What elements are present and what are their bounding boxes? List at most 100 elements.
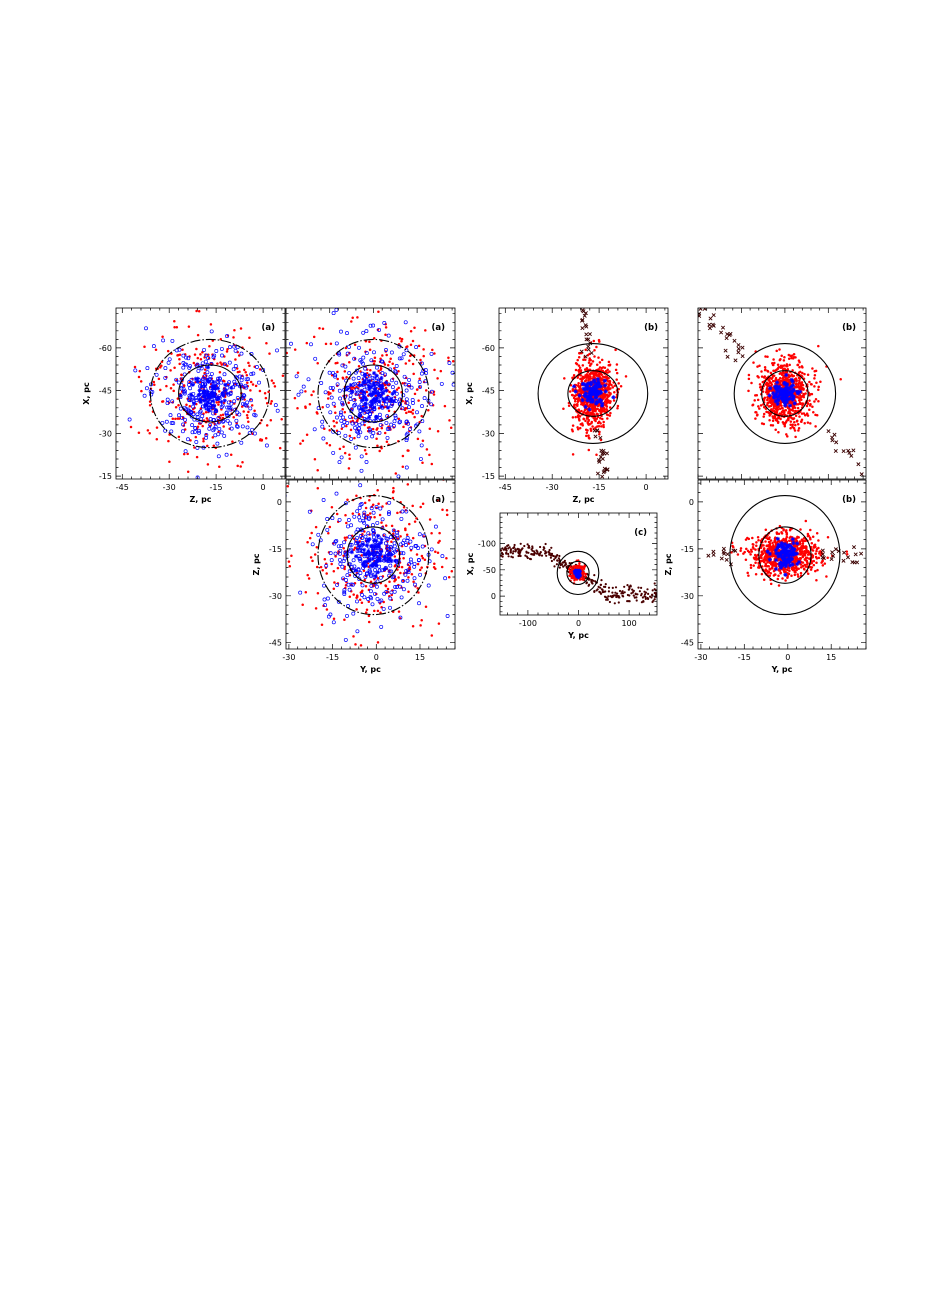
member-point bbox=[791, 409, 795, 412]
star-point bbox=[371, 405, 377, 410]
star-point bbox=[370, 556, 375, 561]
stream-point bbox=[527, 544, 531, 548]
open-circle-point bbox=[342, 540, 347, 545]
member-point bbox=[789, 354, 792, 358]
member-point bbox=[765, 403, 769, 407]
member-point bbox=[805, 404, 809, 408]
member-point bbox=[312, 390, 315, 393]
open-circle-point bbox=[324, 563, 329, 568]
cross-point bbox=[698, 308, 703, 311]
open-circle-point bbox=[222, 372, 227, 377]
stream-point bbox=[491, 553, 493, 555]
y-tick-label: -30 bbox=[269, 592, 282, 601]
open-circle-point bbox=[346, 524, 350, 529]
member-point bbox=[562, 407, 565, 410]
member-point bbox=[305, 433, 309, 437]
member-point bbox=[384, 386, 388, 390]
open-circle-point bbox=[348, 393, 353, 398]
member-point bbox=[345, 376, 348, 379]
member-point bbox=[301, 439, 305, 443]
open-circle-point bbox=[193, 426, 198, 430]
member-point bbox=[240, 405, 244, 408]
open-circle-point bbox=[355, 390, 360, 395]
open-circle-point bbox=[199, 366, 204, 371]
member-point bbox=[422, 354, 425, 358]
axis-ticks bbox=[500, 513, 657, 615]
member-point bbox=[343, 451, 347, 455]
member-point bbox=[587, 379, 590, 382]
open-circle-point bbox=[227, 380, 232, 385]
member-point bbox=[597, 425, 601, 428]
member-point bbox=[302, 330, 305, 333]
star-point bbox=[777, 389, 782, 394]
member-point bbox=[600, 425, 603, 428]
member-point bbox=[384, 333, 387, 336]
member-point bbox=[377, 369, 380, 373]
member-point bbox=[789, 423, 792, 427]
open-circle-point bbox=[214, 349, 219, 353]
open-circle-point bbox=[401, 551, 406, 556]
open-circle-point bbox=[388, 563, 393, 568]
stream-point bbox=[505, 549, 508, 552]
open-circle-point bbox=[343, 433, 348, 438]
star-point bbox=[378, 558, 383, 563]
member-point bbox=[809, 568, 813, 571]
member-point bbox=[597, 356, 600, 359]
member-point bbox=[603, 394, 607, 397]
member-point bbox=[323, 427, 326, 431]
stream-point bbox=[610, 596, 614, 599]
axis-ticks bbox=[499, 308, 668, 479]
member-point bbox=[815, 561, 818, 565]
open-circle-point bbox=[393, 584, 398, 589]
member-point bbox=[445, 508, 449, 512]
member-point bbox=[808, 408, 811, 411]
open-circle-point bbox=[373, 419, 378, 424]
member-point bbox=[756, 365, 759, 368]
open-circle-point bbox=[200, 378, 205, 383]
member-point bbox=[356, 386, 360, 390]
member-point bbox=[286, 312, 289, 315]
member-point bbox=[776, 421, 780, 425]
member-point bbox=[445, 557, 448, 560]
member-point bbox=[791, 369, 794, 372]
member-point bbox=[308, 536, 312, 540]
member-point bbox=[189, 439, 192, 442]
open-circle-point bbox=[340, 564, 345, 569]
open-circle-point bbox=[336, 430, 341, 435]
member-point bbox=[602, 420, 605, 424]
open-circle-point bbox=[181, 353, 186, 358]
open-circle-point bbox=[337, 557, 342, 562]
member-point bbox=[817, 344, 820, 348]
member-point bbox=[383, 363, 387, 366]
member-point bbox=[814, 425, 817, 428]
stream-point bbox=[598, 590, 601, 594]
member-point bbox=[443, 404, 447, 408]
member-point bbox=[433, 352, 436, 355]
stream-point bbox=[539, 545, 542, 549]
open-circle-point bbox=[392, 424, 396, 428]
member-point bbox=[803, 422, 806, 425]
member-point bbox=[744, 558, 748, 561]
member-point bbox=[570, 566, 573, 569]
star-point bbox=[583, 404, 588, 409]
open-circle-point bbox=[343, 501, 348, 506]
open-circle-point bbox=[394, 380, 399, 385]
open-circle-point bbox=[405, 578, 410, 583]
member-point bbox=[813, 543, 817, 547]
open-circle-point bbox=[359, 502, 364, 506]
stream-point bbox=[653, 591, 656, 595]
member-point bbox=[241, 460, 244, 464]
member-point bbox=[341, 376, 345, 379]
open-circle-point bbox=[217, 376, 222, 381]
stream-point bbox=[494, 551, 496, 553]
member-point bbox=[236, 464, 239, 468]
open-circle-point bbox=[202, 347, 207, 352]
star-point bbox=[783, 401, 788, 406]
cross-point bbox=[830, 438, 835, 443]
stream-point bbox=[588, 583, 591, 586]
member-point bbox=[577, 408, 581, 411]
open-circle-point bbox=[440, 554, 445, 559]
y-tick-label: -15 bbox=[99, 472, 112, 481]
star-point bbox=[360, 406, 365, 411]
open-circle-point bbox=[378, 575, 383, 580]
